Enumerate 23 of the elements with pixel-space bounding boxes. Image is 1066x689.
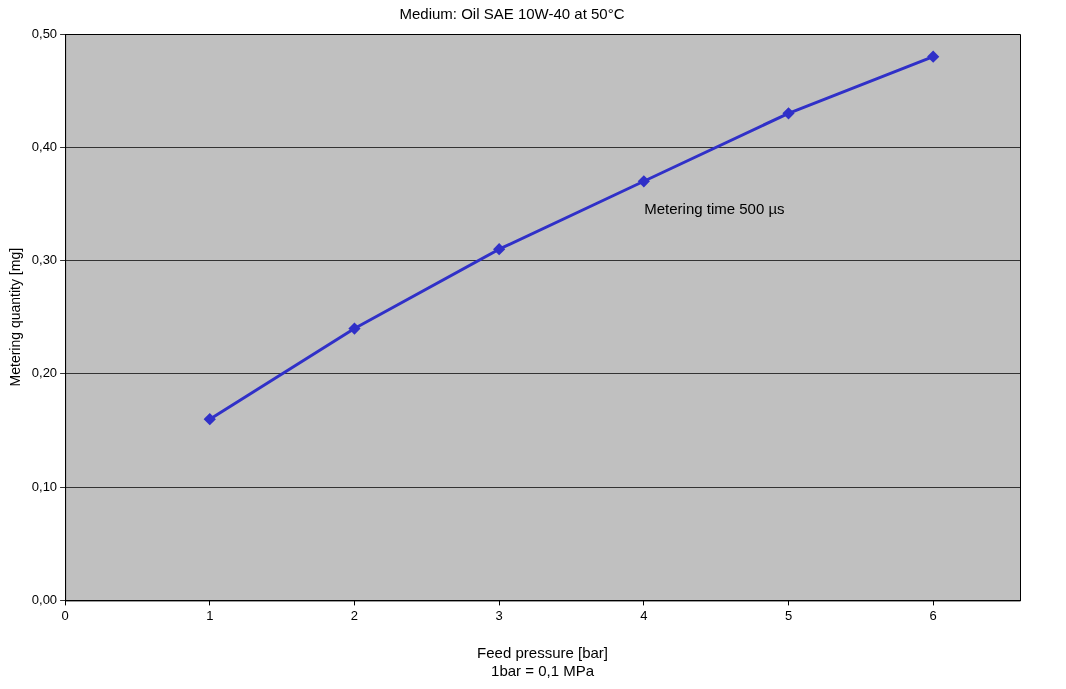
point bbox=[783, 107, 795, 119]
y-tick-label: 0,20 bbox=[31, 365, 58, 381]
y-tick-label: 0,40 bbox=[31, 138, 58, 154]
y-tick-label: 0,50 bbox=[31, 25, 58, 41]
point bbox=[493, 243, 505, 255]
x-axis-title: Feed pressure [bar] 1bar = 0,1 MPa bbox=[477, 644, 608, 680]
chart-title: Medium: Oil SAE 10W-40 at 50°C bbox=[399, 5, 625, 23]
x-tick-label: 0 bbox=[61, 607, 69, 623]
x-tick-label: 2 bbox=[350, 607, 359, 623]
x-tick-label: 4 bbox=[640, 607, 648, 623]
y-axis-title: Metering quantity [mg] bbox=[7, 247, 24, 387]
x-tick-label: 3 bbox=[495, 607, 503, 623]
annotation: Metering time 500 µs bbox=[644, 199, 785, 217]
point bbox=[204, 413, 216, 425]
y-tick-label: 0,10 bbox=[31, 478, 58, 494]
y-tick-label: 0,00 bbox=[31, 591, 58, 607]
x-tick-label: 1 bbox=[206, 607, 214, 623]
y-tick-label: 0,30 bbox=[31, 252, 58, 268]
point bbox=[927, 51, 939, 63]
x-tick-label: 6 bbox=[929, 607, 937, 623]
point bbox=[638, 175, 650, 187]
x-tick-label: 5 bbox=[784, 607, 793, 623]
point bbox=[348, 323, 360, 335]
